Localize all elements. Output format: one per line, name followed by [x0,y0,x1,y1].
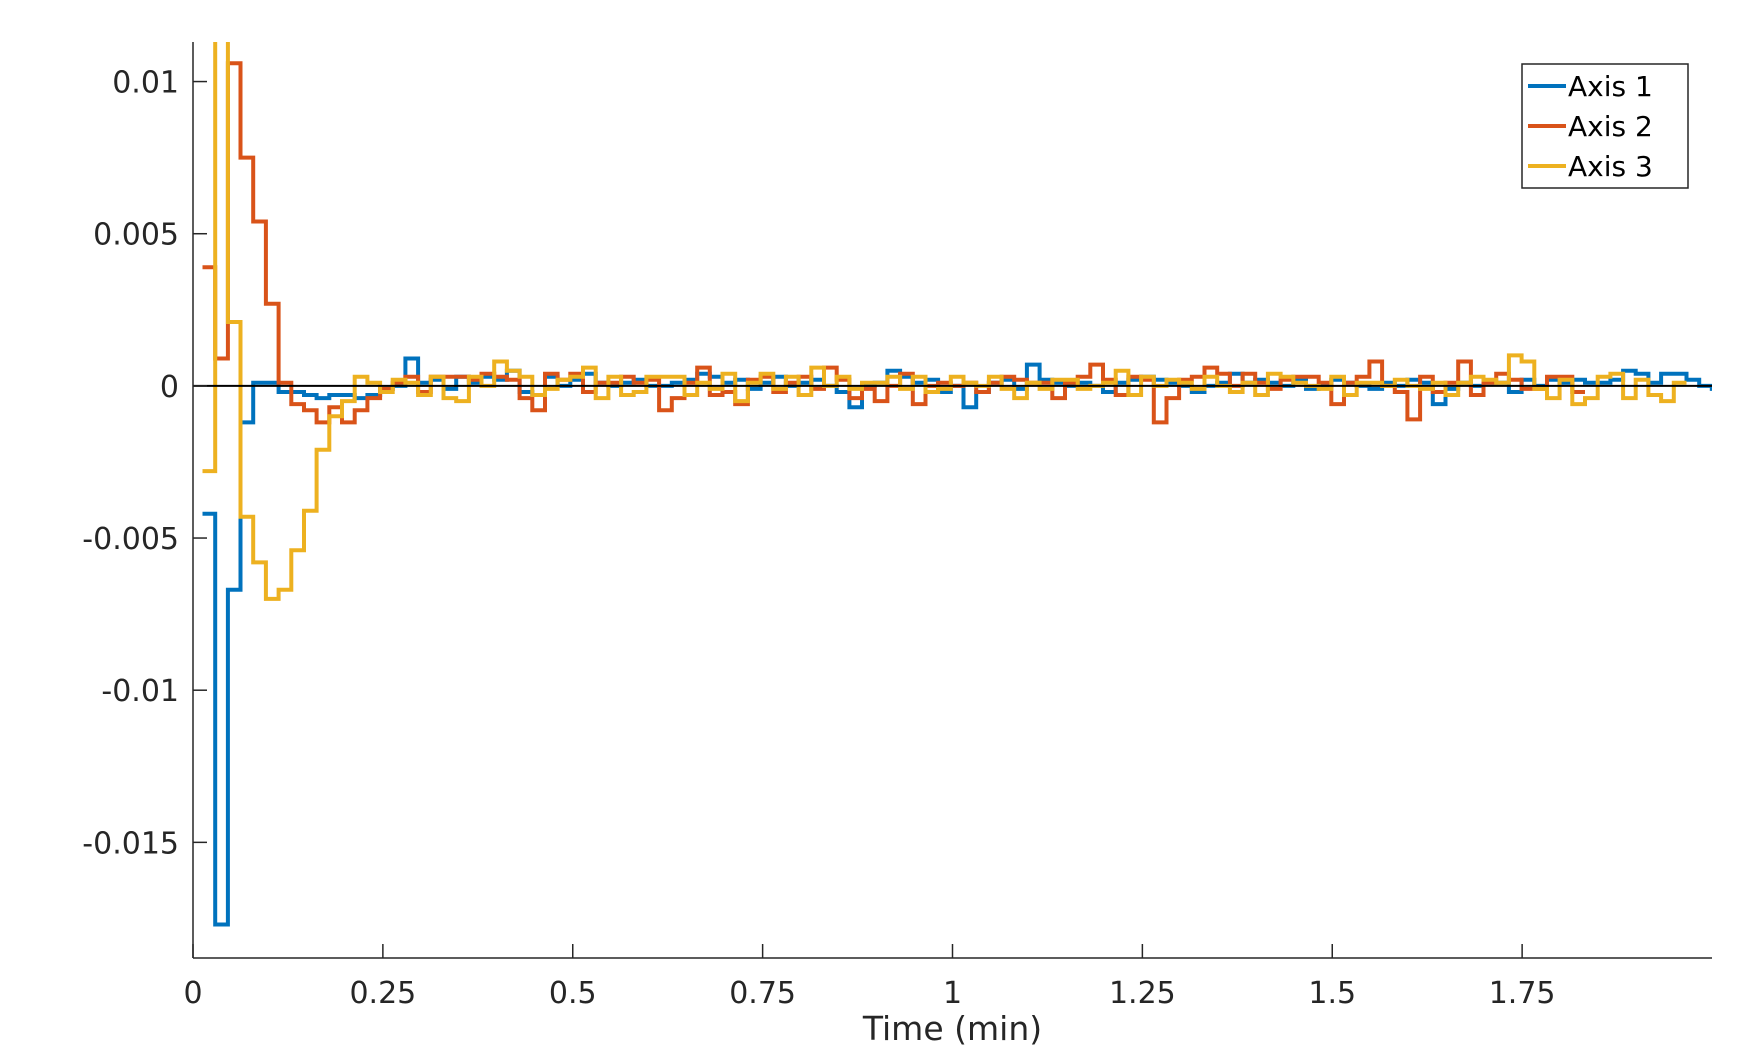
series-layer [202,42,1712,927]
y-tick-label: -0.01 [101,674,179,709]
legend: Axis 1 Axis 2 Axis 3 [1521,63,1689,189]
y-tick-label: 0.005 [93,218,179,253]
y-tick-label: 0 [160,370,179,405]
axes-layer: 0 0.25 0.5 0.75 1 1.25 1.5 1.75 0.01 0.005 0 -0.005… [82,42,1712,1011]
y-tick-label: -0.015 [82,826,179,861]
series-line-2 [202,61,1585,425]
x-tick-label: 1.5 [1308,976,1356,1011]
x-tick-label: 1.75 [1489,976,1556,1011]
x-tick-label: 0.25 [349,976,416,1011]
x-axis-label: Time (min) [862,1009,1042,1048]
x-tick-label: 0.75 [729,976,796,1011]
x-tick-label: 1 [943,976,962,1011]
series-line-1 [202,356,1712,927]
x-tick-label: 0 [183,976,202,1011]
legend-label-3: Axis 3 [1568,150,1653,183]
legend-label-2: Axis 2 [1568,110,1653,143]
x-tick-label: 1.25 [1109,976,1176,1011]
y-tick-label: 0.01 [112,66,179,101]
y-tick-label: -0.005 [82,522,179,557]
x-tick-label: 0.5 [549,976,597,1011]
legend-label-1: Axis 1 [1568,70,1653,103]
series-line-3 [202,42,1687,601]
